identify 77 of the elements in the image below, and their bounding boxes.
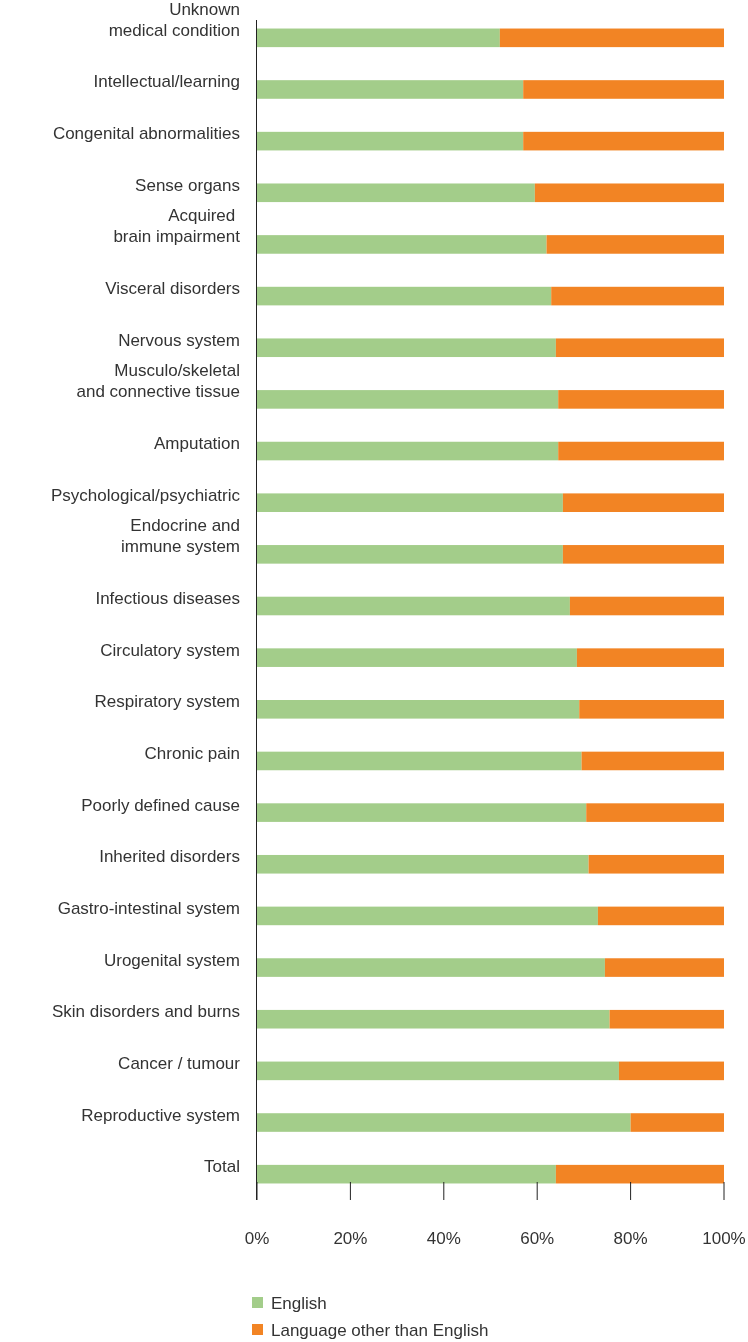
y-tick-label: Visceral disorders xyxy=(105,279,240,299)
bar xyxy=(523,80,724,99)
bar xyxy=(586,803,724,822)
y-tick-label: Total xyxy=(204,1157,240,1177)
y-tick-label: Inherited disorders xyxy=(99,847,240,867)
y-tick-label: Congenital abnormalities xyxy=(52,124,240,144)
bar xyxy=(257,596,570,616)
y-tick-label: Skin disorders and burns xyxy=(51,1002,240,1022)
bar xyxy=(523,131,724,151)
bar xyxy=(569,596,724,616)
bar xyxy=(562,545,724,564)
bar xyxy=(604,958,724,977)
y-tick-label: Respiratory system xyxy=(94,692,240,712)
y-tick-label: Amputation xyxy=(154,434,240,454)
y-tick-label: Circulatory system xyxy=(100,640,240,660)
bar xyxy=(558,390,724,409)
bar xyxy=(555,338,724,358)
y-tick-label: Reproductive system xyxy=(81,1105,240,1125)
legend-label: Language other than English xyxy=(271,1321,489,1340)
x-tick-label: 60% xyxy=(520,1229,555,1248)
x-tick-label: 0% xyxy=(244,1229,270,1248)
y-tick-label: Intellectual/learning xyxy=(93,72,240,92)
bar xyxy=(257,28,500,48)
y-tick-label: Gastro-intestinal system xyxy=(57,898,240,918)
bar xyxy=(579,700,724,719)
y-tick-label: Urogenital system xyxy=(103,950,240,970)
bar xyxy=(257,235,547,254)
y-tick-label: Unknown medical condition xyxy=(108,0,240,40)
bar xyxy=(581,751,724,771)
bar xyxy=(558,441,724,461)
bar xyxy=(257,906,598,926)
bar xyxy=(257,493,563,512)
y-tick-label: Acquired brain impairment xyxy=(113,206,241,247)
bar xyxy=(257,1061,619,1081)
bar xyxy=(257,183,535,203)
bar xyxy=(618,1061,724,1081)
bar xyxy=(257,958,605,977)
bar xyxy=(257,1164,556,1184)
bar xyxy=(609,1009,724,1029)
y-tick-label: Infectious diseases xyxy=(95,589,240,608)
y-tick-label: Chronic pain xyxy=(144,743,240,763)
y-tick-label: Sense organs xyxy=(135,175,240,195)
bar xyxy=(257,286,552,306)
bar xyxy=(562,493,724,512)
y-tick-label: Musculo/skeletal and connective tissue xyxy=(76,361,240,402)
bar xyxy=(257,751,582,771)
bar xyxy=(257,131,524,151)
bar xyxy=(499,28,724,48)
bar xyxy=(257,338,556,358)
y-tick-label: Nervous system xyxy=(118,330,240,350)
bar xyxy=(257,803,587,822)
x-tick-label: 100% xyxy=(702,1229,746,1248)
bar xyxy=(534,183,724,203)
y-tick-label: Cancer / tumour xyxy=(118,1053,241,1073)
x-tick-label: 20% xyxy=(333,1229,368,1248)
bar xyxy=(257,390,559,409)
bar xyxy=(257,854,589,874)
y-tick-label: Poorly defined cause xyxy=(81,795,240,815)
bar xyxy=(257,1009,610,1029)
bar xyxy=(551,286,724,306)
y-tick-label: Psychological/psychiatric xyxy=(51,485,241,505)
legend-label: English xyxy=(271,1294,327,1313)
bar xyxy=(257,80,524,99)
x-tick-label: 80% xyxy=(613,1229,648,1248)
bar xyxy=(588,854,724,874)
bar xyxy=(630,1113,724,1132)
bar xyxy=(257,545,563,564)
x-tick-label: 40% xyxy=(426,1229,461,1248)
bar xyxy=(555,1164,724,1184)
bar xyxy=(257,648,577,667)
y-tick-label: Endocrine and immune system xyxy=(120,516,240,557)
bar xyxy=(546,235,724,254)
bar xyxy=(257,441,559,461)
bar xyxy=(597,906,724,926)
bar xyxy=(576,648,724,667)
bar xyxy=(257,700,580,719)
bar xyxy=(257,1113,631,1132)
